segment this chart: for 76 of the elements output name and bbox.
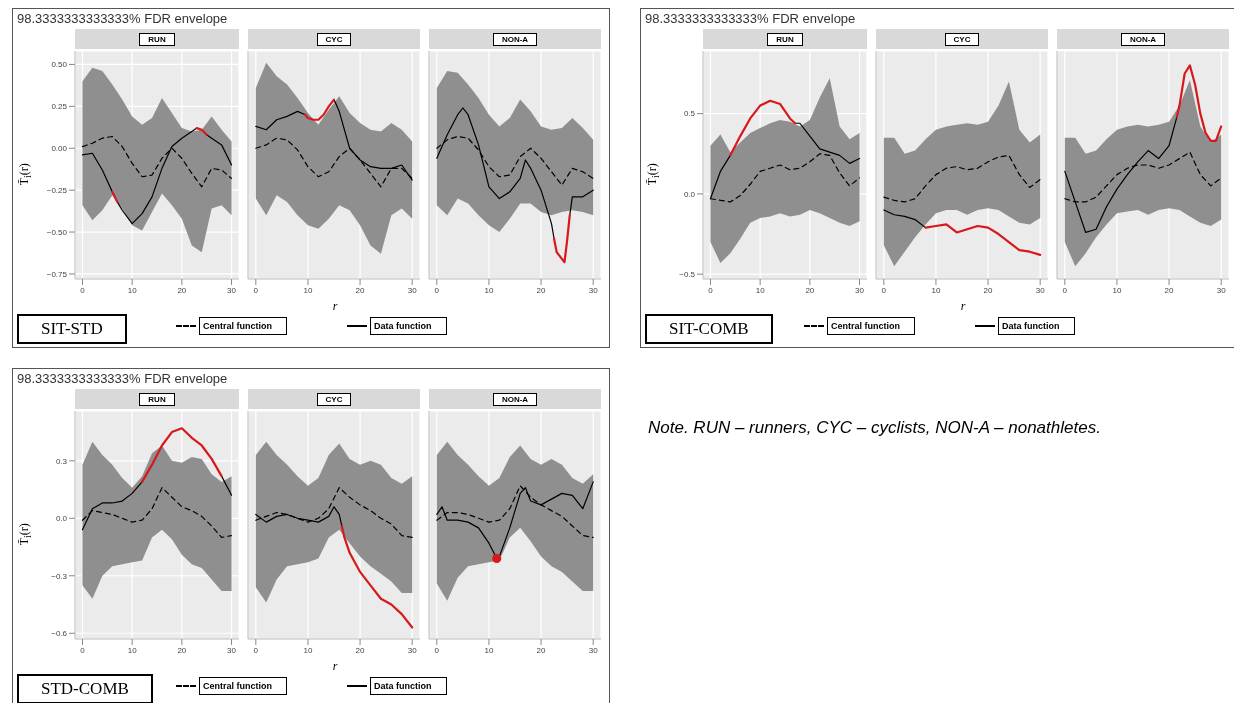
y-tick-label: 0.3 [55,456,68,466]
chart-subtitle: NON-A [1120,32,1166,46]
chart-title: 98.3333333333333% FDR envelope [17,371,229,388]
x-tick-label: 20 [1164,285,1175,295]
chart-subtitle: NON-A [492,392,538,406]
x-tick-label: 0 [80,645,86,655]
x-tick-label: 20 [355,285,366,295]
x-tick-label: 0 [434,645,440,655]
chart-subtitle: CYC [316,392,352,406]
x-tick-label: 20 [177,645,187,655]
chart-subtitle: RUN [139,32,175,46]
y-tick-label: 0.25 [51,102,68,112]
x-tick-label: 10 [931,285,941,295]
chart-subtitle: CYC [316,32,352,46]
legend-label: Data function [370,677,447,695]
y-tick-label: −0.75 [46,269,68,279]
x-tick-label: 10 [484,285,494,295]
y-tick-label: −0.25 [46,185,68,195]
y-tick-label: −0.6 [51,629,68,639]
x-tick-label: 20 [536,645,547,655]
x-tick-label: 0 [80,285,86,295]
x-tick-label: 10 [303,645,313,655]
x-tick-label: 30 [407,285,418,295]
y-tick-label: −0.50 [46,227,68,237]
x-tick-label: 10 [755,285,766,295]
text: SIT-COMB [645,314,773,344]
legend-label: Central function [199,677,287,695]
chart-subtitle: RUN [767,32,803,46]
x-tick-label: 30 [227,645,237,655]
y-tick-label: −0.3 [51,571,68,581]
y-tick-label: 0.0 [683,189,696,199]
x-axis-title: r [331,299,339,313]
chart-subtitle: NON-A [492,32,538,46]
x-tick-label: 0 [1062,285,1068,295]
y-tick-label: 0.00 [51,144,68,154]
x-tick-label: 30 [407,645,418,655]
x-tick-label: 10 [484,645,494,655]
x-tick-label: 10 [1112,285,1122,295]
text: Note. RUN – runners, CYC – cyclists, NON-A – nonathletes. [648,418,1101,438]
x-tick-label: 30 [1216,285,1227,295]
x-axis-title: r [331,659,339,673]
x-tick-label: 0 [434,285,440,295]
x-tick-label: 30 [227,285,237,295]
x-tick-label: 20 [983,285,994,295]
y-tick-label: 0.5 [683,109,696,119]
line-series [140,427,223,483]
x-tick-label: 10 [127,285,138,295]
x-tick-label: 10 [303,285,313,295]
y-tick-label: 0.0 [55,514,68,524]
chart-subtitle: CYC [944,32,980,46]
x-tick-label: 30 [588,645,599,655]
x-tick-label: 0 [881,285,887,295]
chart-subtitle: RUN [139,392,175,406]
legend-label: Data function [370,317,447,335]
legend-label: Central function [199,317,287,335]
text: SIT-STD [17,314,127,344]
x-tick-label: 30 [855,285,865,295]
x-tick-label: 20 [536,285,547,295]
y-tick-label: −0.5 [679,270,696,280]
x-tick-label: 10 [127,645,138,655]
y-tick-label: 0.50 [51,60,68,70]
legend-label: Data function [998,317,1075,335]
x-tick-label: 0 [708,285,714,295]
x-tick-label: 20 [177,285,187,295]
x-tick-label: 20 [355,645,366,655]
x-tick-label: 0 [253,645,259,655]
chart-title: 98.3333333333333% FDR envelope [17,11,229,28]
chart-title: 98.3333333333333% FDR envelope [645,11,857,28]
x-axis-title: r [959,299,967,313]
text: STD-COMB [17,674,153,704]
x-tick-label: 0 [253,285,259,295]
legend-label: Central function [827,317,915,335]
x-tick-label: 30 [1035,285,1046,295]
x-tick-label: 30 [588,285,599,295]
line-series [729,99,797,157]
x-tick-label: 20 [805,285,815,295]
